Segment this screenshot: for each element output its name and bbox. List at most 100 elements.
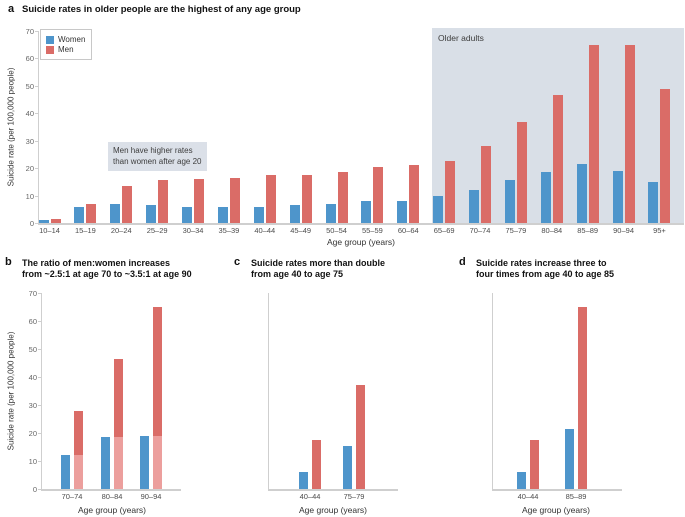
y-axis-b — [41, 293, 42, 489]
bar-men-c-40–44 — [312, 440, 321, 489]
women-swatch-icon — [46, 35, 54, 44]
bar-men-b-70–74 — [74, 410, 83, 489]
bar-men-c-75–79 — [356, 385, 365, 489]
y-tick-label-b: 40 — [28, 373, 37, 382]
y-tick-a — [35, 223, 38, 224]
bar-men-a-85–89 — [588, 44, 599, 223]
annotation-box: Men have higher rates than women after a… — [108, 142, 207, 171]
y-tick-label-b: 50 — [28, 345, 37, 354]
y-tick-label-b: 30 — [28, 401, 37, 410]
bar-women-a-45–49 — [289, 205, 300, 223]
x-tick-label-c: 75–79 — [343, 492, 365, 501]
y-tick-a — [35, 168, 38, 170]
panel-c-letter: c — [234, 256, 241, 268]
x-tick-label-a: 85–89 — [577, 226, 599, 235]
bar-men-a-65–69 — [445, 161, 456, 223]
y-tick-label-a: 20 — [25, 164, 34, 174]
panel-a-xlabel: Age group (years) — [326, 237, 396, 247]
bar-women-a-35–39 — [217, 206, 228, 223]
bar-women-a-75–79 — [504, 180, 515, 223]
legend-women-label: Women — [58, 35, 86, 44]
bar-women-b-90–94 — [140, 435, 149, 489]
x-tick-label-d: 85–89 — [565, 492, 587, 501]
bar-women-d-85–89 — [565, 428, 574, 489]
panel-a-title: Suicide rates in older people are the hi… — [22, 4, 301, 15]
y-tick-b — [38, 293, 41, 294]
bar-women-a-70–74 — [469, 190, 480, 223]
bar-men-a-50–54 — [337, 172, 348, 223]
bar-women-a-95+ — [648, 181, 659, 223]
bar-men-a-10–14 — [50, 218, 61, 223]
panel-b-xlabel: Age group (years) — [77, 505, 147, 515]
bar-women-d-40–44 — [517, 472, 526, 489]
bar-men-overlay-b-80–84 — [114, 437, 123, 489]
x-tick-label-a: 95+ — [653, 226, 666, 235]
x-axis-b — [41, 489, 181, 491]
y-tick-label-a: 40 — [25, 109, 34, 119]
bar-men-a-60–64 — [409, 165, 420, 223]
x-tick-label-a: 25–29 — [146, 226, 168, 235]
x-tick-label-a: 35–39 — [218, 226, 240, 235]
bar-men-d-85–89 — [578, 307, 587, 489]
legend-row-women: Women — [46, 35, 85, 44]
bar-women-a-85–89 — [576, 164, 587, 223]
y-axis-c — [268, 293, 269, 489]
bar-men-a-40–44 — [265, 175, 276, 223]
panel-b-title-line1: The ratio of men:women increases — [22, 258, 171, 268]
legend-row-men: Men — [46, 45, 85, 54]
y-tick-label-a: 60 — [25, 54, 34, 64]
x-tick-label-b: 90–94 — [140, 492, 162, 501]
y-tick-a — [35, 58, 38, 60]
panel-c-xlabel: Age group (years) — [298, 505, 368, 515]
bar-women-a-15–19 — [74, 206, 85, 223]
y-tick-b — [38, 405, 41, 406]
panel-b-letter: b — [5, 256, 12, 268]
annotation-line-1: Men have higher rates — [113, 146, 193, 155]
y-tick-label-b: 10 — [28, 457, 37, 466]
annotation-line-2: than women after age 20 — [113, 156, 202, 166]
bar-men-overlay-b-90–94 — [153, 435, 162, 489]
x-axis-d — [492, 489, 622, 491]
y-tick-b — [38, 349, 41, 350]
bar-women-a-55–59 — [361, 201, 372, 223]
legend: Women Men — [40, 29, 93, 60]
bar-women-a-10–14 — [38, 220, 49, 223]
panel-a-letter: a — [8, 3, 15, 15]
y-tick-a — [35, 140, 38, 142]
y-tick-label-a: 10 — [25, 191, 34, 201]
x-axis-a — [38, 223, 684, 225]
bar-men-a-55–59 — [373, 166, 384, 223]
y-tick-a — [35, 31, 38, 32]
x-tick-label-c: 40–44 — [299, 492, 321, 501]
bar-men-a-20–24 — [122, 185, 133, 223]
bar-women-a-20–24 — [110, 203, 121, 223]
y-tick-b — [38, 489, 41, 490]
bar-women-b-80–84 — [101, 437, 110, 489]
x-tick-label-a: 70–74 — [469, 226, 491, 235]
bar-women-c-40–44 — [299, 472, 308, 489]
y-axis-d — [492, 293, 493, 489]
bar-women-a-30–34 — [182, 206, 193, 223]
bar-men-overlay-b-70–74 — [74, 455, 83, 489]
bar-men-a-75–79 — [516, 121, 527, 223]
x-tick-label-a: 40–44 — [254, 226, 276, 235]
y-tick-b — [38, 461, 41, 462]
bar-women-a-65–69 — [433, 195, 444, 223]
y-tick-label-b: 0 — [32, 485, 37, 494]
panel-c-title-line1: Suicide rates more than double — [251, 258, 386, 268]
bar-women-a-40–44 — [253, 206, 264, 223]
y-tick-label-a: 70 — [25, 27, 34, 36]
x-tick-label-a: 30–34 — [182, 226, 204, 235]
x-tick-label-a: 80–84 — [541, 226, 563, 235]
x-tick-label-a: 50–54 — [326, 226, 347, 235]
panel-d-title-line2: four times from age 40 to age 85 — [476, 269, 615, 279]
legend-men-label: Men — [58, 45, 74, 54]
y-tick-b — [38, 377, 41, 378]
bar-men-a-15–19 — [86, 203, 97, 223]
y-tick-label-b: 20 — [28, 429, 37, 438]
bar-women-a-60–64 — [397, 201, 408, 223]
y-tick-label-a: 50 — [25, 81, 34, 91]
bar-women-a-90–94 — [612, 170, 623, 223]
x-tick-label-a: 65–69 — [433, 226, 455, 235]
panel-b-title-line2: from ~2.5:1 at age 70 to ~3.5:1 at age 9… — [22, 269, 192, 279]
